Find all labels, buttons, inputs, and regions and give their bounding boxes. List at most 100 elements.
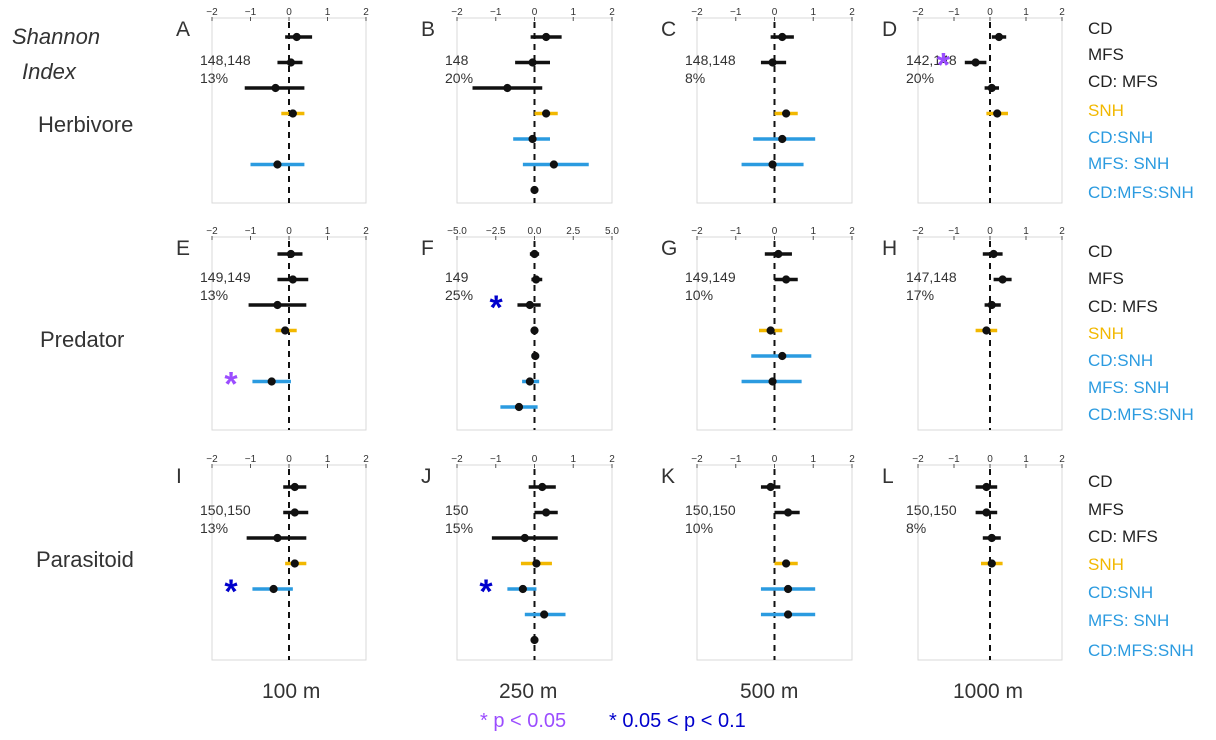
panel-letter: C <box>661 18 676 41</box>
panel-letter: L <box>882 465 894 488</box>
x-tick-label: −2 <box>206 454 218 465</box>
x-tick-label: 0 <box>286 7 292 18</box>
x-tick-label: 0 <box>532 454 538 465</box>
estimate-point <box>782 275 791 284</box>
estimate-point <box>271 83 280 93</box>
estimate-point <box>531 275 541 284</box>
estimate-point <box>971 58 980 67</box>
x-tick-label: 1 <box>1023 454 1029 465</box>
term-label: CD <box>1088 19 1113 38</box>
x-tick-label: 0 <box>532 7 538 18</box>
panel-letter: D <box>882 18 897 41</box>
x-tick-label: 1 <box>1023 7 1029 18</box>
percent-label: 15% <box>445 520 473 536</box>
estimate-point <box>540 610 549 619</box>
estimate-point <box>520 533 529 543</box>
x-tick-label: 1 <box>810 454 816 465</box>
estimate-point <box>782 109 791 118</box>
sample-size-label: 150 <box>445 502 469 518</box>
estimate-point <box>514 402 524 412</box>
x-tick-label: −1 <box>730 454 742 465</box>
estimate-point <box>768 58 777 67</box>
x-tick-label: 1 <box>570 7 576 18</box>
percent-label: 13% <box>200 520 228 536</box>
estimate-point <box>503 83 512 93</box>
panel-letter: G <box>661 237 677 260</box>
estimate-point <box>778 351 787 361</box>
sample-size-label: 149,149 <box>200 269 251 285</box>
legend-p10: * 0.05 < p < 0.1 <box>609 710 746 732</box>
significance-legend: * p < 0.05 * 0.05 < p < 0.1 <box>480 710 746 732</box>
estimate-point <box>549 160 558 169</box>
x-tick-label: 2 <box>609 454 615 465</box>
term-label: CD:SNH <box>1088 128 1153 147</box>
percent-label: 13% <box>200 287 228 303</box>
percent-label: 25% <box>445 287 473 303</box>
x-tick-label: 0 <box>286 454 292 465</box>
estimate-point <box>783 508 793 517</box>
estimate-point <box>286 249 296 259</box>
y-axis-header: Shannon Index <box>12 24 100 84</box>
percent-label: 20% <box>906 70 934 86</box>
estimate-point <box>774 249 783 259</box>
term-label: CD:MFS:SNH <box>1088 641 1194 660</box>
estimate-point <box>525 300 534 310</box>
term-label: SNH <box>1088 324 1124 343</box>
term-label: MFS: SNH <box>1088 611 1169 630</box>
term-label: CD: MFS <box>1088 72 1158 91</box>
estimate-point <box>273 533 282 543</box>
sample-size-label: 148,148 <box>200 52 251 68</box>
estimate-point <box>288 109 297 118</box>
panel-g: G −2 −1 0 1 2 149,149 10% <box>661 226 855 431</box>
estimate-point <box>987 300 996 310</box>
estimate-point <box>281 326 290 335</box>
term-label: MFS: SNH <box>1088 378 1169 397</box>
x-tick-label: −1 <box>730 226 742 237</box>
term-label: CD:SNH <box>1088 583 1153 602</box>
x-tick-label: 2 <box>1059 226 1065 237</box>
estimate-point <box>530 326 539 335</box>
x-tick-label: −1 <box>948 454 960 465</box>
sample-size-label: 147,148 <box>906 269 957 285</box>
estimate-point <box>518 584 527 594</box>
x-tick-label: 1 <box>325 454 331 465</box>
x-tick-label: 0.0 <box>528 226 542 237</box>
panel-letter: F <box>421 237 434 260</box>
x-tick-label: −1 <box>245 226 257 237</box>
x-tick-label: −2 <box>912 7 924 18</box>
panel-l: L −2 −1 0 1 2 150,150 8% <box>882 454 1065 661</box>
x-tick-label: 0 <box>987 226 993 237</box>
sample-size-label: 148 <box>445 52 469 68</box>
sample-size-label: 150,150 <box>200 502 251 518</box>
significance-asterisk: * <box>224 366 238 404</box>
estimate-point <box>989 249 998 259</box>
x-tick-label: 0 <box>772 226 778 237</box>
estimate-point <box>768 160 777 169</box>
col-label-500m: 500 m <box>740 680 798 703</box>
term-label: CD:MFS:SNH <box>1088 183 1194 202</box>
x-tick-label: −2 <box>691 454 703 465</box>
sample-size-label: 149,149 <box>685 269 736 285</box>
estimate-point <box>782 559 791 568</box>
x-tick-label: −2 <box>912 454 924 465</box>
x-tick-label: −5.0 <box>447 226 467 237</box>
estimate-point <box>994 32 1004 42</box>
term-label: SNH <box>1088 101 1124 120</box>
x-tick-label: −1 <box>948 226 960 237</box>
x-tick-label: −2 <box>206 226 218 237</box>
estimate-point <box>290 508 299 517</box>
panel-h: H −2 −1 0 1 2 147,148 17% <box>882 226 1065 431</box>
percent-label: 10% <box>685 287 713 303</box>
term-label: CD <box>1088 472 1113 491</box>
x-tick-label: −2 <box>691 226 703 237</box>
term-label: MFS <box>1088 500 1124 519</box>
panel-letter: B <box>421 18 435 41</box>
x-tick-label: 1 <box>325 226 331 237</box>
significance-asterisk: * <box>224 573 238 611</box>
estimate-point <box>982 326 991 335</box>
x-tick-label: −2.5 <box>486 226 506 237</box>
estimate-point <box>288 275 297 284</box>
percent-label: 13% <box>200 70 228 86</box>
x-tick-label: 2 <box>1059 7 1065 18</box>
percent-label: 10% <box>685 520 713 536</box>
